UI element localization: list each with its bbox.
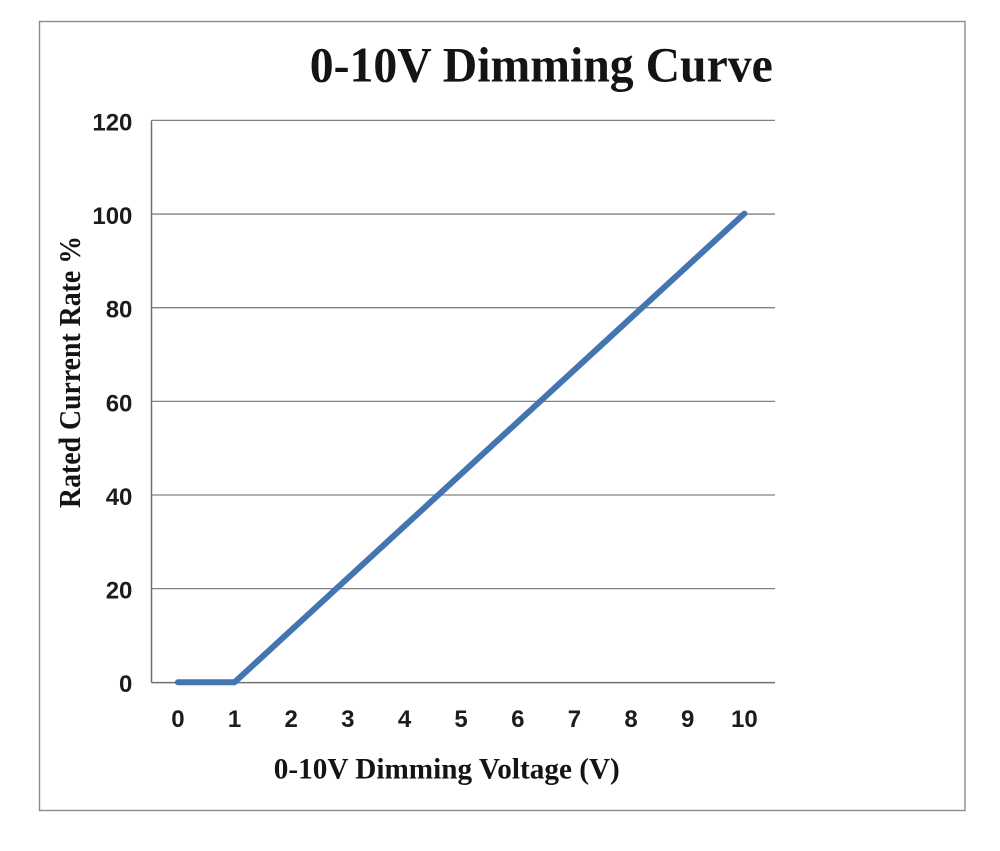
svg-text:5: 5 [454, 706, 467, 733]
svg-text:10: 10 [731, 706, 758, 733]
svg-text:100: 100 [92, 203, 132, 230]
svg-text:0: 0 [119, 671, 132, 698]
svg-text:4: 4 [398, 706, 412, 733]
svg-text:60: 60 [106, 390, 133, 417]
svg-text:1: 1 [228, 706, 241, 733]
svg-text:3: 3 [341, 706, 354, 733]
svg-text:120: 120 [92, 109, 132, 136]
svg-text:80: 80 [106, 297, 133, 324]
svg-text:7: 7 [568, 706, 581, 733]
svg-text:8: 8 [624, 706, 637, 733]
svg-text:6: 6 [511, 706, 524, 733]
svg-text:9: 9 [681, 706, 694, 733]
svg-text:2: 2 [285, 706, 298, 733]
svg-text:40: 40 [106, 484, 133, 511]
svg-text:0-10V Dimming Curve: 0-10V Dimming Curve [310, 37, 773, 93]
svg-text:Rated Current Rate %: Rated Current Rate % [52, 236, 87, 508]
svg-text:0: 0 [171, 706, 184, 733]
svg-text:20: 20 [106, 578, 133, 605]
svg-text:0-10V Dimming Voltage (V): 0-10V Dimming Voltage (V) [274, 753, 620, 786]
